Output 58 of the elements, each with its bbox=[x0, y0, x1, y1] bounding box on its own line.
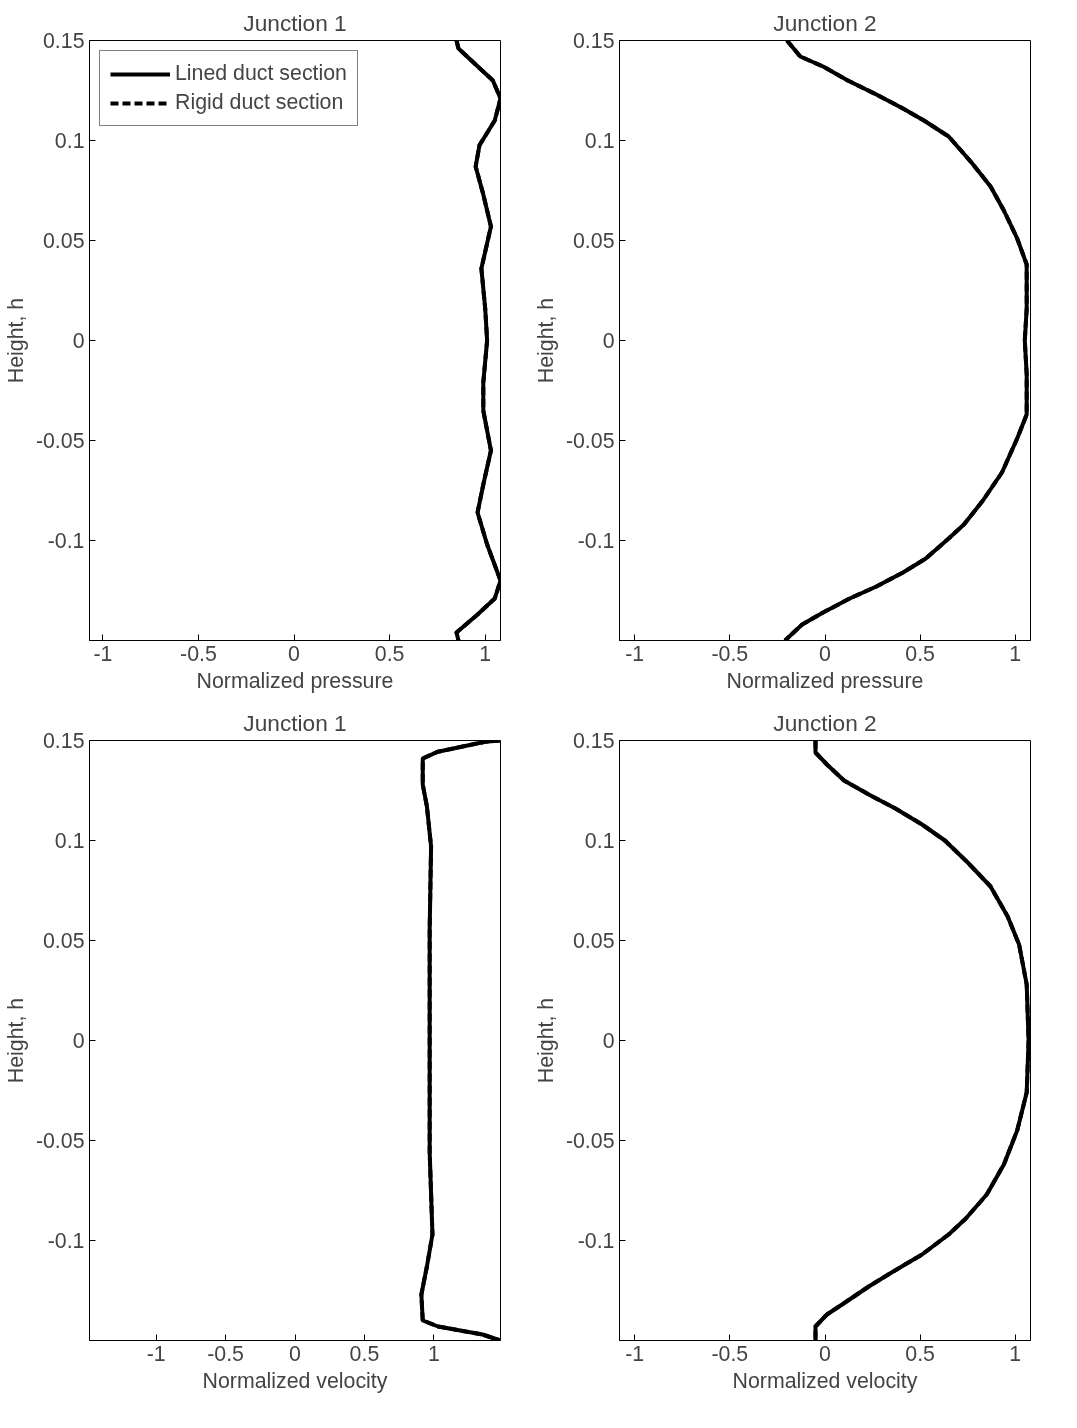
y-tick-label: 0.15 bbox=[572, 729, 615, 753]
x-tick-label: 0 bbox=[819, 641, 832, 666]
y-tick-label: -0.1 bbox=[47, 529, 85, 553]
y-axis-title: Height, h bbox=[3, 297, 28, 384]
x-tick-label: 1 bbox=[479, 641, 492, 666]
x-tick-label: -1 bbox=[146, 1341, 166, 1366]
x-tick-label: 0 bbox=[819, 1341, 832, 1366]
x-tick-label: 0.5 bbox=[905, 641, 935, 666]
y-tick-label: -0.1 bbox=[577, 529, 615, 553]
x-tick-label: 0.5 bbox=[374, 641, 405, 666]
y-tick-label: 0 bbox=[602, 1029, 615, 1053]
y-tick-label: -0.05 bbox=[35, 429, 85, 453]
chart-title: Junction 2 bbox=[773, 9, 877, 36]
y-axis-title: Height, h bbox=[533, 997, 558, 1084]
y-tick-label: -0.1 bbox=[577, 1229, 615, 1253]
y-tick-label: 0.05 bbox=[572, 929, 615, 953]
y-tick-label: 0.05 bbox=[42, 929, 85, 953]
y-tick-label: -0.05 bbox=[35, 1129, 85, 1153]
x-axis-title: Normalized velocity bbox=[732, 1368, 918, 1393]
x-tick-label: -0.5 bbox=[207, 1341, 244, 1366]
x-axis-title: Normalized pressure bbox=[726, 668, 924, 693]
y-tick-label: -0.1 bbox=[47, 1229, 85, 1253]
x-tick-label: 0.5 bbox=[905, 1341, 935, 1366]
y-tick-label: 0 bbox=[72, 329, 85, 353]
x-tick-label: 1 bbox=[1009, 641, 1022, 666]
y-tick-label: -0.05 bbox=[565, 1129, 615, 1153]
x-axis-title: Normalized velocity bbox=[202, 1368, 388, 1393]
y-tick-label: 0 bbox=[72, 1029, 85, 1053]
y-tick-label: 0.15 bbox=[572, 29, 615, 53]
x-tick-label: -1 bbox=[625, 641, 645, 666]
legend-label: Rigid duct section bbox=[175, 90, 344, 115]
x-tick-label: 0 bbox=[288, 641, 301, 666]
y-tick-label: 0.1 bbox=[54, 829, 85, 853]
x-tick-label: -1 bbox=[625, 1341, 645, 1366]
chart-title: Junction 2 bbox=[773, 709, 877, 736]
x-tick-label: 0.5 bbox=[349, 1341, 380, 1366]
x-tick-label: -1 bbox=[93, 641, 113, 666]
x-tick-label: -0.5 bbox=[711, 1341, 749, 1366]
y-axis-title: Height, h bbox=[3, 997, 28, 1084]
x-tick-label: 1 bbox=[1009, 1341, 1022, 1366]
y-tick-label: 0.1 bbox=[584, 129, 615, 153]
y-tick-label: 0 bbox=[602, 329, 615, 353]
y-tick-label: 0.1 bbox=[584, 829, 615, 853]
chart-title: Junction 1 bbox=[243, 9, 347, 36]
x-tick-label: -0.5 bbox=[180, 641, 217, 666]
legend-label: Lined duct section bbox=[175, 61, 347, 86]
y-tick-label: -0.05 bbox=[565, 429, 615, 453]
y-tick-label: 0.05 bbox=[42, 229, 85, 253]
x-tick-label: 1 bbox=[427, 1341, 440, 1366]
y-tick-label: 0.05 bbox=[572, 229, 615, 253]
x-tick-label: 0 bbox=[289, 1341, 302, 1366]
y-tick-label: 0.15 bbox=[42, 729, 85, 753]
x-axis-title: Normalized pressure bbox=[196, 668, 394, 693]
y-axis-title: Height, h bbox=[533, 297, 558, 384]
y-tick-label: 0.1 bbox=[54, 129, 85, 153]
chart-title: Junction 1 bbox=[243, 709, 347, 736]
x-tick-label: -0.5 bbox=[711, 641, 749, 666]
y-tick-label: 0.15 bbox=[42, 29, 85, 53]
